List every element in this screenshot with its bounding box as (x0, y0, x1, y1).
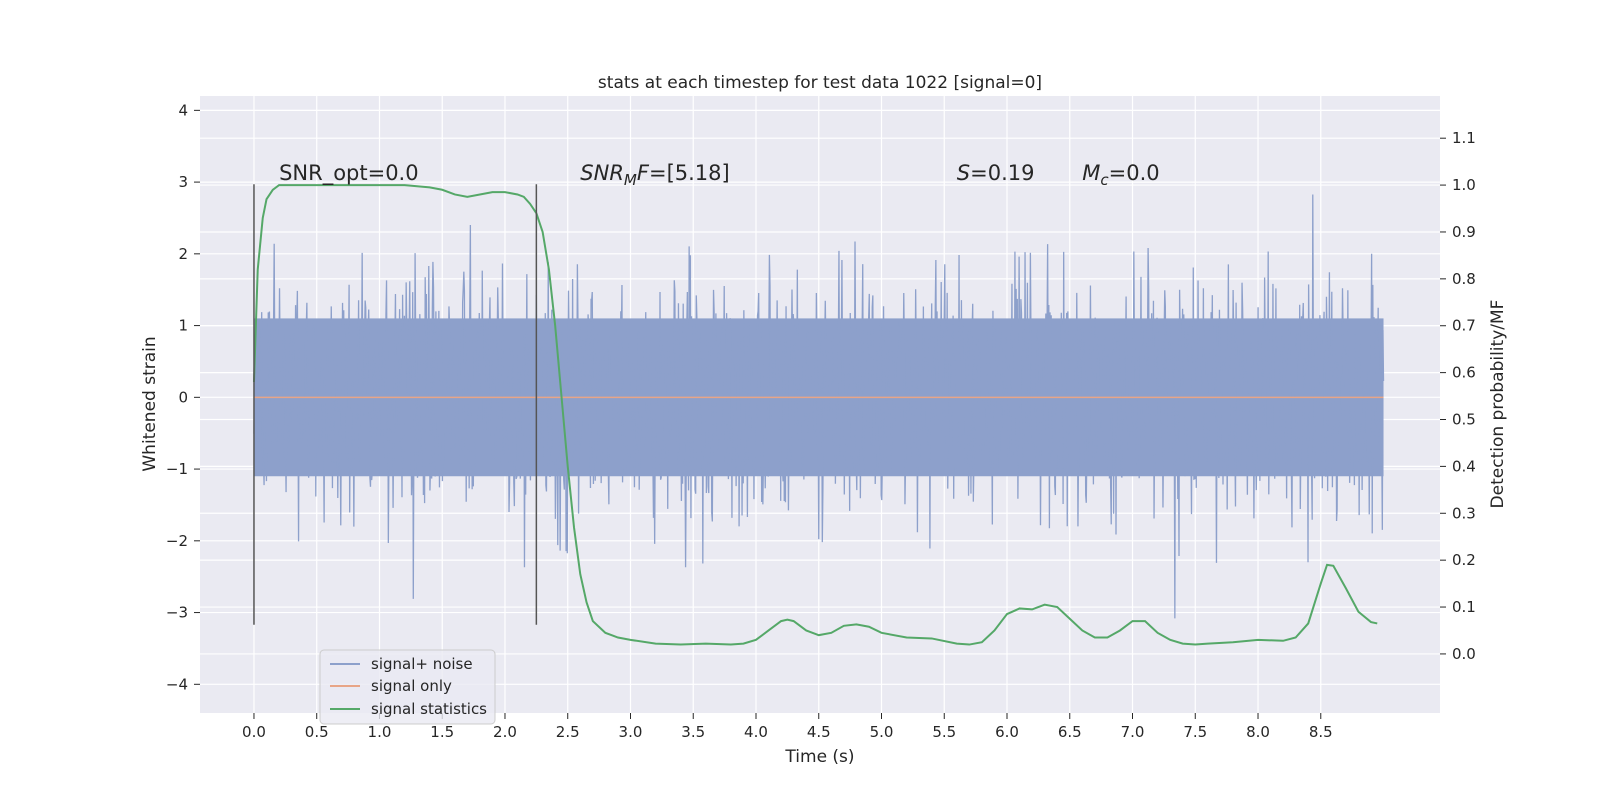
x-tick-label-14: 7.0 (1121, 723, 1145, 741)
x-tick-label-5: 2.5 (556, 723, 580, 741)
y-tick-label-4: 0 (178, 388, 188, 406)
y-tick-label-3: 1 (178, 317, 188, 335)
x-tick-label-6: 3.0 (619, 723, 643, 741)
legend-label-signal: signal only (371, 677, 452, 695)
y2-tick-label-9: 0.2 (1452, 551, 1476, 569)
y2-tick-label-2: 0.9 (1452, 223, 1476, 241)
legend: signal+ noise signal only signal statist… (319, 649, 496, 725)
x-tick-label-8: 4.0 (744, 723, 768, 741)
y-axis-right: 1.1 1.0 0.9 0.8 0.7 0.6 0.5 0.4 0.3 0.2 0.1 0.0 (1440, 129, 1476, 663)
y-tick-label-7: −3 (166, 604, 188, 622)
x-tick-label-7: 3.5 (681, 723, 705, 741)
y2-tick-label-6: 0.5 (1452, 411, 1476, 429)
y-tick-label-1: 3 (178, 173, 188, 191)
line-series (252, 184, 1384, 646)
series-line-2 (252, 184, 1378, 646)
x-tick-label-0: 0.0 (242, 723, 266, 741)
x-tick-label-2: 1.0 (368, 723, 392, 741)
x-tick-label-10: 5.0 (870, 723, 894, 741)
y-tick-label-8: −4 (166, 675, 188, 693)
annotation-2: S=0.19 (957, 161, 1035, 185)
y2-tick-label-8: 0.3 (1452, 504, 1476, 522)
y-tick-label-2: 2 (178, 245, 188, 263)
y2-tick-label-11: 0.0 (1452, 645, 1476, 663)
y-tick-label-5: −1 (166, 460, 188, 478)
y2-tick-label-7: 0.4 (1452, 457, 1476, 475)
vertical-markers (253, 184, 538, 625)
x-tick-label-15: 7.5 (1183, 723, 1207, 741)
y2-axis-label: Detection probability/MF (1488, 300, 1508, 509)
legend-box (319, 649, 496, 725)
annotations: SNR_opt=0.0 SNRMF=[5.18] S=0.19 Mc=0.0 (279, 161, 1160, 189)
chart-title: stats at each timestep for test data 102… (598, 73, 1042, 93)
y2-tick-label-3: 0.8 (1452, 270, 1476, 288)
y2-tick-label-4: 0.7 (1452, 317, 1476, 335)
y-axis-left: 4 3 2 1 0 −1 −2 −3 −4 (166, 101, 200, 693)
annotation-3: Mc=0.0 (1082, 161, 1159, 189)
y-tick-label-0: 4 (178, 101, 188, 119)
x-tick-label-16: 8.0 (1246, 723, 1270, 741)
x-axis-label: Time (s) (784, 747, 854, 767)
y2-tick-label-0: 1.1 (1452, 129, 1476, 147)
legend-label-noise: signal+ noise (371, 655, 473, 673)
x-tick-label-3: 1.5 (430, 723, 454, 741)
x-tick-label-13: 6.5 (1058, 723, 1082, 741)
y2-tick-label-1: 1.0 (1452, 176, 1476, 194)
noise-trace (253, 194, 1385, 619)
x-tick-label-1: 0.5 (305, 723, 329, 741)
legend-label-stats: signal statistics (371, 700, 487, 718)
annotation-1: SNRMF=[5.18] (580, 161, 729, 189)
annotation-0: SNR_opt=0.0 (279, 161, 419, 186)
y-axis-label: Whitened strain (140, 336, 160, 471)
y2-tick-label-5: 0.6 (1452, 364, 1476, 382)
y-tick-label-6: −2 (166, 532, 188, 550)
x-tick-label-4: 2.0 (493, 723, 517, 741)
x-axis: 0.0 0.5 1.0 1.5 2.0 2.5 3.0 3.5 4.0 4.5 5.0 5.5 6.0 6… (242, 713, 1333, 741)
x-tick-label-11: 5.5 (932, 723, 956, 741)
x-tick-label-17: 8.5 (1309, 723, 1333, 741)
y2-tick-label-10: 0.1 (1452, 598, 1476, 616)
x-tick-label-9: 4.5 (807, 723, 831, 741)
x-tick-label-12: 6.0 (995, 723, 1019, 741)
